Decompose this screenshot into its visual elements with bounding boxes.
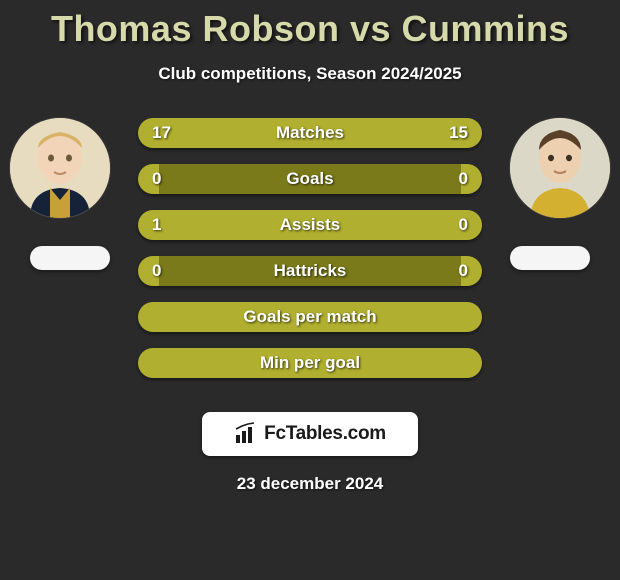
stat-label: Min per goal: [138, 353, 482, 373]
stat-label: Goals: [138, 169, 482, 189]
stat-row: 00Hattricks: [138, 256, 482, 286]
stat-fill-right: [461, 164, 482, 194]
stat-fill-left: [138, 118, 321, 148]
source-badge-label: FcTables.com: [264, 423, 386, 445]
compare-region: 1715Matches 00Goals 10Assists 00Hattricks Go…: [0, 118, 620, 408]
stat-fill-left: [138, 164, 159, 194]
stat-label: Goals per match: [138, 307, 482, 327]
barchart-icon: [234, 422, 258, 446]
avatar-placeholder-icon: [10, 118, 110, 218]
stat-row: 00Goals: [138, 164, 482, 194]
comparison-card: Thomas Robson vs Cummins Club competitio…: [0, 0, 620, 494]
date-label: 23 december 2024: [0, 474, 620, 494]
page-title: Thomas Robson vs Cummins: [0, 8, 620, 50]
stat-row: 1715Matches: [138, 118, 482, 148]
stat-row: 10Assists: [138, 210, 482, 240]
stat-fill-left: [138, 256, 159, 286]
stat-bars: 1715Matches 00Goals 10Assists 00Hattricks Go…: [138, 118, 482, 394]
stat-fill-right: [321, 118, 482, 148]
source-badge[interactable]: FcTables.com: [202, 412, 418, 456]
stat-fill-left: [138, 210, 482, 240]
player-right-avatar: [510, 118, 610, 218]
player-right-flag: [510, 246, 590, 270]
stat-fill-right: [461, 256, 482, 286]
subtitle: Club competitions, Season 2024/2025: [0, 64, 620, 84]
player-left-avatar: [10, 118, 110, 218]
stat-row: Min per goal: [138, 348, 482, 378]
stat-label: Hattricks: [138, 261, 482, 281]
stat-row: Goals per match: [138, 302, 482, 332]
player-left-flag: [30, 246, 110, 270]
avatar-placeholder-icon: [510, 118, 610, 218]
